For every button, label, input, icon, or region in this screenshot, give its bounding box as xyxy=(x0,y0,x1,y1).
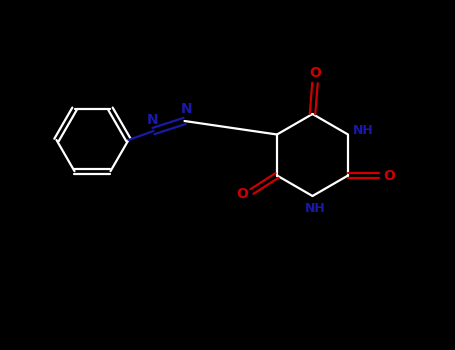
Text: NH: NH xyxy=(353,124,374,137)
Text: O: O xyxy=(383,168,395,182)
Text: NH: NH xyxy=(305,203,325,216)
Text: O: O xyxy=(236,187,248,201)
Text: N: N xyxy=(181,102,192,116)
Text: O: O xyxy=(309,66,321,80)
Text: N: N xyxy=(147,113,158,127)
